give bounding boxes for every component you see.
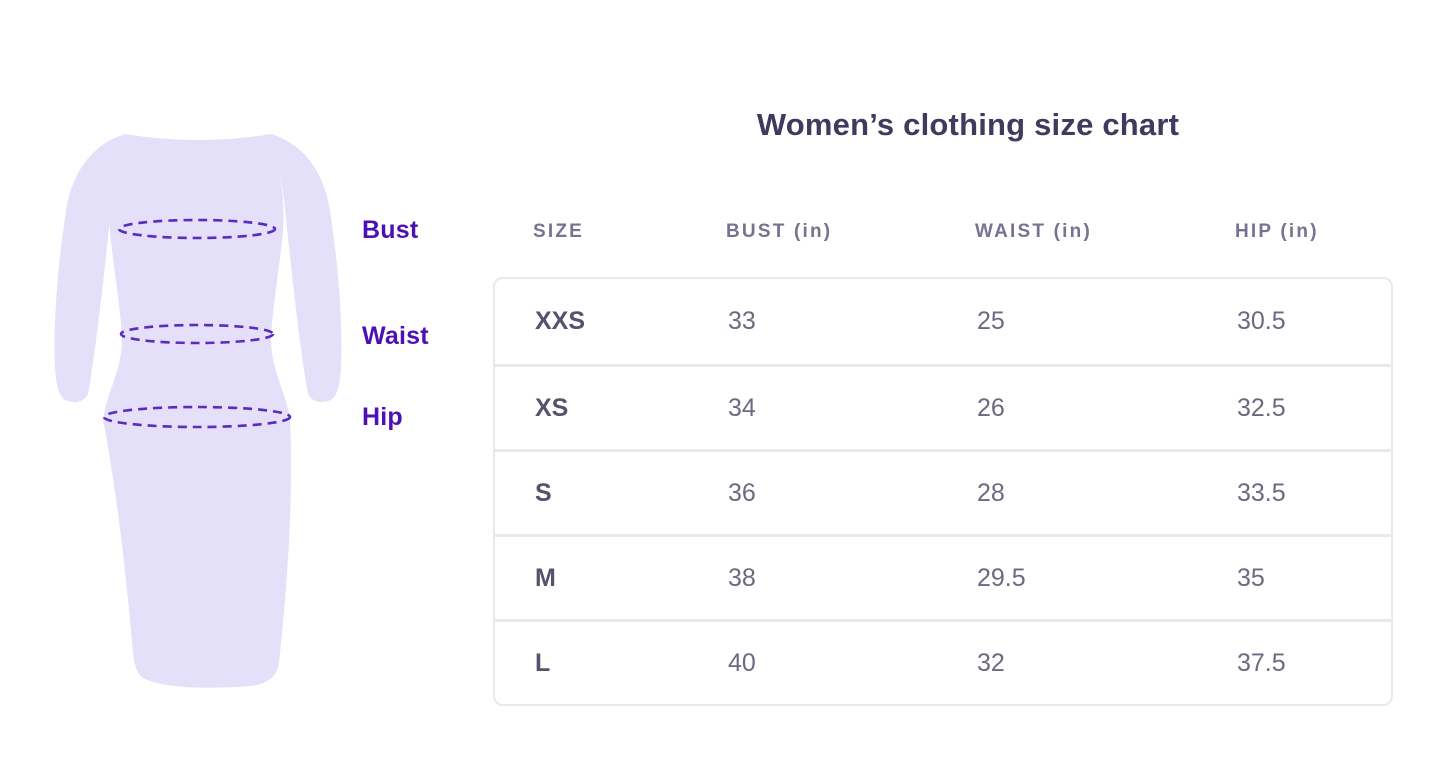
bust-label: Bust [362,216,419,244]
page-title: Women’s clothing size chart [756,107,1180,142]
hip-cell: 37.5 [1237,648,1286,677]
table-row-l: L 40 32 37.5 [495,619,1391,704]
waist-cell: 29.5 [977,563,1026,592]
size-cell: S [535,478,552,507]
hip-label: Hip [362,403,403,431]
hip-cell: 33.5 [1237,478,1286,507]
bust-cell: 34 [728,393,756,422]
waist-cell: 28 [977,478,1005,507]
size-cell: XS [535,393,569,422]
bust-cell: 38 [728,563,756,592]
bust-measurement-line [117,218,277,240]
table-header-row: SIZE BUST (in) WAIST (in) HIP (in) [493,219,1393,245]
waist-cell: 25 [977,307,1005,335]
hip-cell: 35 [1237,563,1265,592]
size-cell: XXS [535,307,586,335]
waist-cell: 26 [977,393,1005,422]
dress-body-shape [103,134,292,688]
column-header-hip: HIP (in) [1235,221,1319,242]
size-cell: M [535,563,556,592]
dress-diagram [54,134,342,688]
table-row-xs: XS 34 26 32.5 [495,364,1391,449]
waist-label: Waist [362,322,429,350]
bust-cell: 36 [728,478,756,507]
column-header-size: SIZE [533,221,585,242]
table-row-m: M 38 29.5 35 [495,534,1391,619]
hip-cell: 30.5 [1237,307,1286,335]
column-header-bust: BUST (in) [726,221,833,242]
column-header-waist: WAIST (in) [975,221,1092,242]
size-table: XXS 33 25 30.5 XS 34 26 32.5 S 36 28 33.… [493,277,1393,706]
size-cell: L [535,648,551,677]
dress-right-sleeve-shape [271,134,342,403]
hip-cell: 32.5 [1237,393,1286,422]
table-row-s: S 36 28 33.5 [495,449,1391,534]
waist-measurement-line [119,323,275,345]
dress-left-sleeve-shape [54,134,125,403]
hip-measurement-line [102,405,292,429]
waist-cell: 32 [977,648,1005,677]
bust-cell: 33 [728,307,756,335]
table-row-xxs: XXS 33 25 30.5 [495,279,1391,364]
bust-cell: 40 [728,648,756,677]
